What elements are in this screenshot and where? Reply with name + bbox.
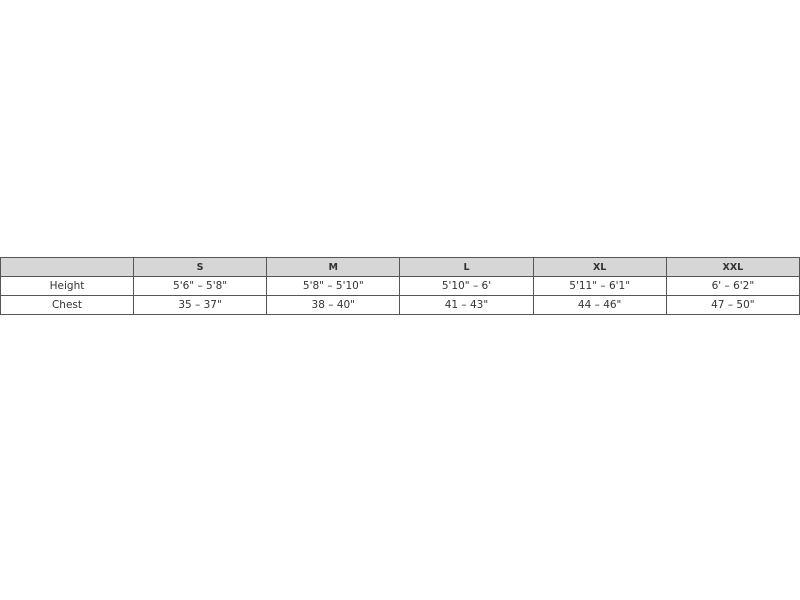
table-row: Height 5'6" – 5'8" 5'8" – 5'10" 5'10" – 6' 5… <box>0 276 800 296</box>
header-cell: XXL <box>665 257 800 277</box>
table-cell: 44 – 46" <box>532 295 667 315</box>
header-cell: XL <box>532 257 667 277</box>
header-cell: M <box>266 257 401 277</box>
row-label: Height <box>0 276 134 296</box>
table-row: Chest 35 – 37" 38 – 40" 41 – 43" 44 – 46" 47 … <box>0 295 800 315</box>
header-row: S M L XL XXL <box>0 257 800 277</box>
table-cell: 47 – 50" <box>665 295 800 315</box>
header-cell: L <box>399 257 534 277</box>
row-label: Chest <box>0 295 134 315</box>
table-cell: 5'6" – 5'8" <box>132 276 268 296</box>
size-chart-table: S M L XL XXL Height 5'6" – 5'8" 5'8" – 5'1… <box>0 257 800 315</box>
table-cell: 6' – 6'2" <box>665 276 800 296</box>
table-cell: 38 – 40" <box>266 295 401 315</box>
header-cell: S <box>132 257 268 277</box>
table-cell: 5'11" – 6'1" <box>532 276 667 296</box>
table-cell: 5'8" – 5'10" <box>266 276 401 296</box>
table-cell: 35 – 37" <box>132 295 268 315</box>
table-cell: 41 – 43" <box>399 295 534 315</box>
table-cell: 5'10" – 6' <box>399 276 534 296</box>
header-cell <box>0 257 134 277</box>
